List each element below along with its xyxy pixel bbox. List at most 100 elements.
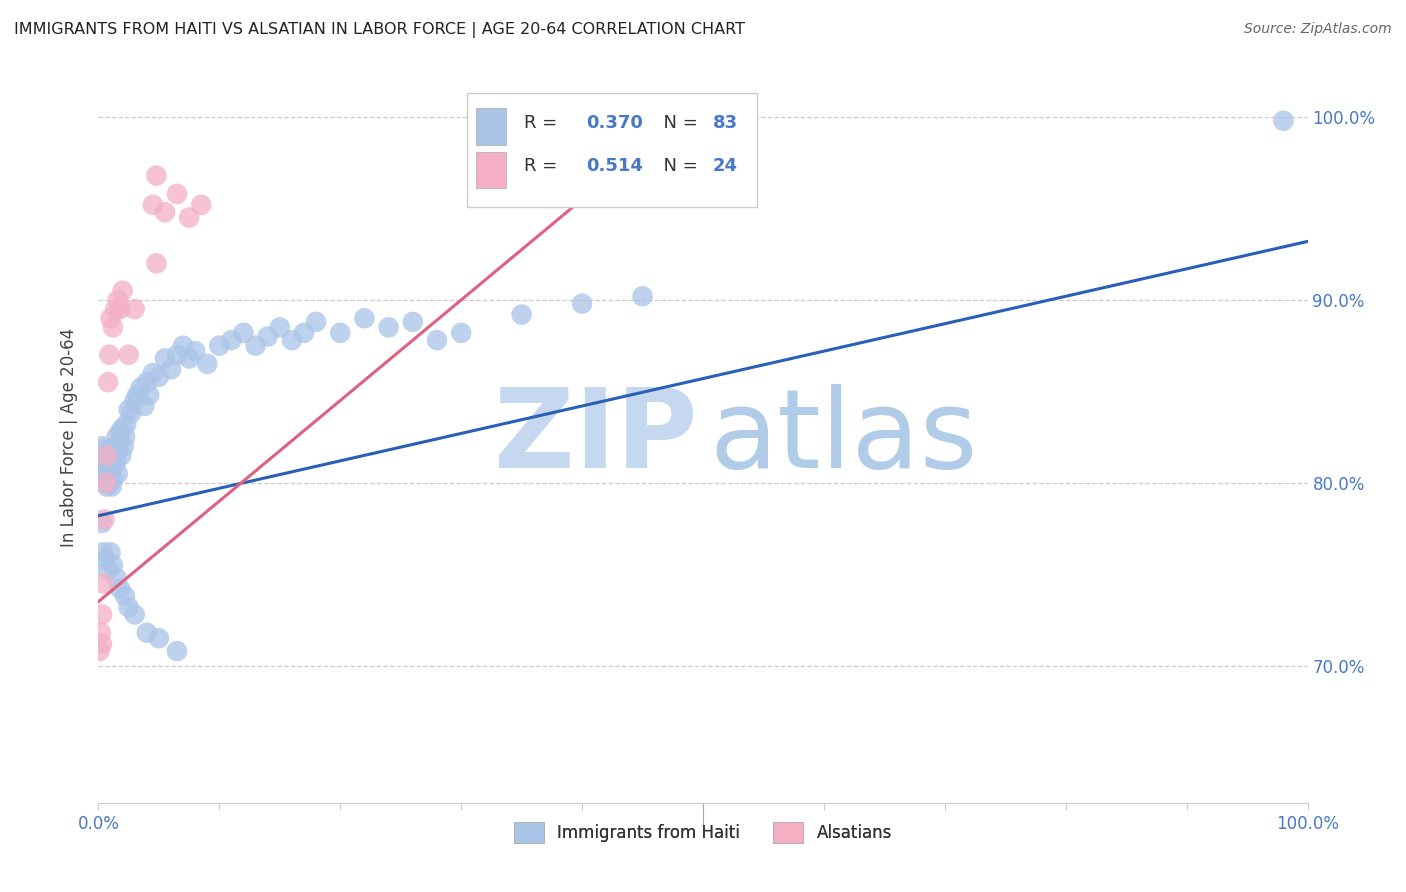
Point xyxy=(190,198,212,212)
Point xyxy=(104,301,127,316)
Point xyxy=(281,333,304,347)
Point xyxy=(166,186,188,201)
Point xyxy=(111,421,134,435)
Point xyxy=(179,211,201,225)
Point xyxy=(100,461,122,475)
Point xyxy=(142,198,165,212)
Point xyxy=(256,329,278,343)
Point xyxy=(142,366,165,380)
Text: IMMIGRANTS FROM HAITI VS ALSATIAN IN LABOR FORCE | AGE 20-64 CORRELATION CHART: IMMIGRANTS FROM HAITI VS ALSATIAN IN LAB… xyxy=(14,22,745,38)
Point xyxy=(124,393,146,408)
Point xyxy=(114,589,136,603)
Point xyxy=(103,458,125,472)
Point xyxy=(96,479,118,493)
Text: 24: 24 xyxy=(713,158,738,176)
Text: N =: N = xyxy=(652,113,704,131)
Point xyxy=(91,461,114,475)
Point xyxy=(94,552,117,566)
Point xyxy=(100,479,122,493)
Point xyxy=(93,442,115,457)
Point xyxy=(134,399,156,413)
Point xyxy=(426,333,449,347)
Point xyxy=(100,311,122,326)
Point xyxy=(105,571,128,585)
Text: 0.370: 0.370 xyxy=(586,113,643,131)
Point xyxy=(93,512,115,526)
Point xyxy=(184,344,207,359)
Text: 83: 83 xyxy=(713,113,738,131)
Point xyxy=(166,644,188,658)
Point xyxy=(98,475,121,490)
Point xyxy=(112,439,135,453)
Point xyxy=(329,326,352,340)
Point xyxy=(135,625,157,640)
Point xyxy=(166,348,188,362)
Point xyxy=(107,293,129,307)
Text: ZIP: ZIP xyxy=(494,384,697,491)
Point xyxy=(97,375,120,389)
Point xyxy=(135,375,157,389)
Point xyxy=(105,430,128,444)
Point xyxy=(153,205,176,219)
Point xyxy=(104,439,127,453)
Text: R =: R = xyxy=(524,113,562,131)
Point xyxy=(118,600,141,615)
Point xyxy=(124,301,146,316)
Point xyxy=(94,475,117,490)
Point xyxy=(172,338,194,352)
Point xyxy=(94,472,117,486)
Text: 0.514: 0.514 xyxy=(586,158,643,176)
Point xyxy=(107,467,129,481)
Point xyxy=(450,326,472,340)
Point xyxy=(129,381,152,395)
Point xyxy=(101,448,124,462)
Point xyxy=(353,311,375,326)
Point xyxy=(221,333,243,347)
Point xyxy=(114,430,136,444)
Point xyxy=(305,315,328,329)
Point xyxy=(89,644,111,658)
Text: Source: ZipAtlas.com: Source: ZipAtlas.com xyxy=(1244,22,1392,37)
Point xyxy=(100,442,122,457)
Point xyxy=(179,351,201,366)
Point xyxy=(153,351,176,366)
FancyBboxPatch shape xyxy=(467,94,758,207)
Y-axis label: In Labor Force | Age 20-64: In Labor Force | Age 20-64 xyxy=(59,327,77,547)
Point xyxy=(108,582,131,596)
Point xyxy=(91,576,114,591)
Point xyxy=(245,338,267,352)
Point xyxy=(101,472,124,486)
Point xyxy=(105,454,128,468)
Point xyxy=(91,545,114,559)
Point xyxy=(292,326,315,340)
Point xyxy=(98,454,121,468)
Point xyxy=(108,301,131,316)
Point xyxy=(124,607,146,622)
Point xyxy=(111,284,134,298)
Point xyxy=(90,625,112,640)
Point xyxy=(160,362,183,376)
Point xyxy=(402,315,425,329)
Point xyxy=(1272,113,1295,128)
Point xyxy=(148,369,170,384)
Point xyxy=(232,326,254,340)
Point xyxy=(98,348,121,362)
Point xyxy=(148,631,170,645)
Point xyxy=(96,448,118,462)
Point xyxy=(108,425,131,439)
Point xyxy=(195,357,218,371)
Text: N =: N = xyxy=(652,158,704,176)
Point xyxy=(91,516,114,530)
Point xyxy=(97,461,120,475)
Point xyxy=(110,448,132,462)
Point xyxy=(208,338,231,352)
Text: R =: R = xyxy=(524,158,562,176)
Point xyxy=(269,320,291,334)
Point xyxy=(90,458,112,472)
Point xyxy=(91,607,114,622)
Point xyxy=(120,406,142,420)
Point xyxy=(145,256,167,270)
Text: atlas: atlas xyxy=(709,384,977,491)
Point xyxy=(108,435,131,450)
Point xyxy=(118,348,141,362)
